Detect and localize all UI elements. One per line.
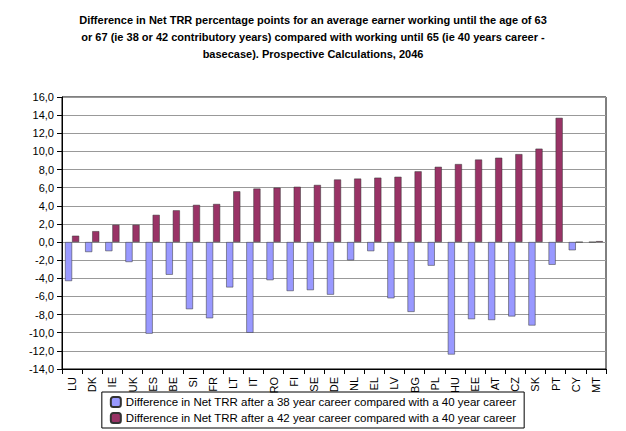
svg-text:14,0: 14,0 bbox=[33, 109, 54, 121]
svg-text:4,0: 4,0 bbox=[39, 200, 54, 212]
svg-text:AT: AT bbox=[489, 377, 501, 391]
svg-text:12,0: 12,0 bbox=[33, 127, 54, 139]
svg-text:0,0: 0,0 bbox=[39, 236, 54, 248]
svg-text:LU: LU bbox=[66, 377, 78, 391]
svg-text:PL: PL bbox=[429, 377, 441, 390]
svg-text:PT: PT bbox=[550, 377, 562, 391]
svg-text:2,0: 2,0 bbox=[39, 218, 54, 230]
svg-text:BE: BE bbox=[167, 377, 179, 392]
svg-text:6,0: 6,0 bbox=[39, 182, 54, 194]
svg-text:RO: RO bbox=[268, 377, 280, 394]
svg-text:FI: FI bbox=[288, 377, 300, 387]
svg-text:Difference in Net TRR after a: Difference in Net TRR after a 38 year ca… bbox=[126, 396, 516, 408]
svg-text:basecase). Prospective Calcula: basecase). Prospective Calculations, 204… bbox=[203, 48, 424, 60]
svg-text:-10,0: -10,0 bbox=[29, 327, 54, 339]
svg-text:Difference in Net TRR percenta: Difference in Net TRR percentage points … bbox=[79, 14, 547, 26]
svg-text:16,0: 16,0 bbox=[33, 91, 54, 103]
svg-text:IT: IT bbox=[247, 377, 259, 387]
svg-text:BG: BG bbox=[409, 377, 421, 393]
svg-text:SI: SI bbox=[187, 377, 199, 387]
svg-text:FR: FR bbox=[207, 377, 219, 392]
svg-text:-4,0: -4,0 bbox=[35, 272, 54, 284]
svg-text:SK: SK bbox=[529, 376, 541, 391]
svg-text:IE: IE bbox=[106, 377, 118, 387]
svg-text:DE: DE bbox=[328, 377, 340, 392]
svg-text:10,0: 10,0 bbox=[33, 145, 54, 157]
svg-text:-14,0: -14,0 bbox=[29, 363, 54, 375]
svg-text:LT: LT bbox=[227, 377, 239, 389]
svg-text:-8,0: -8,0 bbox=[35, 309, 54, 321]
svg-text:LV: LV bbox=[388, 376, 400, 389]
svg-text:SE: SE bbox=[308, 377, 320, 392]
svg-text:-12,0: -12,0 bbox=[29, 345, 54, 357]
svg-text:or 67 (ie 38 or 42 contributor: or 67 (ie 38 or 42 contributory years) c… bbox=[78, 31, 548, 43]
svg-text:EE: EE bbox=[469, 377, 481, 392]
svg-text:8,0: 8,0 bbox=[39, 164, 54, 176]
svg-text:MT: MT bbox=[590, 377, 602, 393]
svg-text:HU: HU bbox=[449, 377, 461, 393]
svg-text:Difference in Net TRR after a: Difference in Net TRR after a 42 year ca… bbox=[126, 412, 516, 424]
svg-text:-2,0: -2,0 bbox=[35, 254, 54, 266]
svg-text:CY: CY bbox=[570, 376, 582, 392]
svg-text:DK: DK bbox=[86, 376, 98, 392]
svg-text:ES: ES bbox=[147, 377, 159, 392]
svg-text:NL: NL bbox=[348, 377, 360, 391]
svg-text:-6,0: -6,0 bbox=[35, 290, 54, 302]
svg-text:EL: EL bbox=[368, 377, 380, 390]
svg-text:UK: UK bbox=[127, 376, 139, 392]
svg-text:CZ: CZ bbox=[509, 377, 521, 392]
